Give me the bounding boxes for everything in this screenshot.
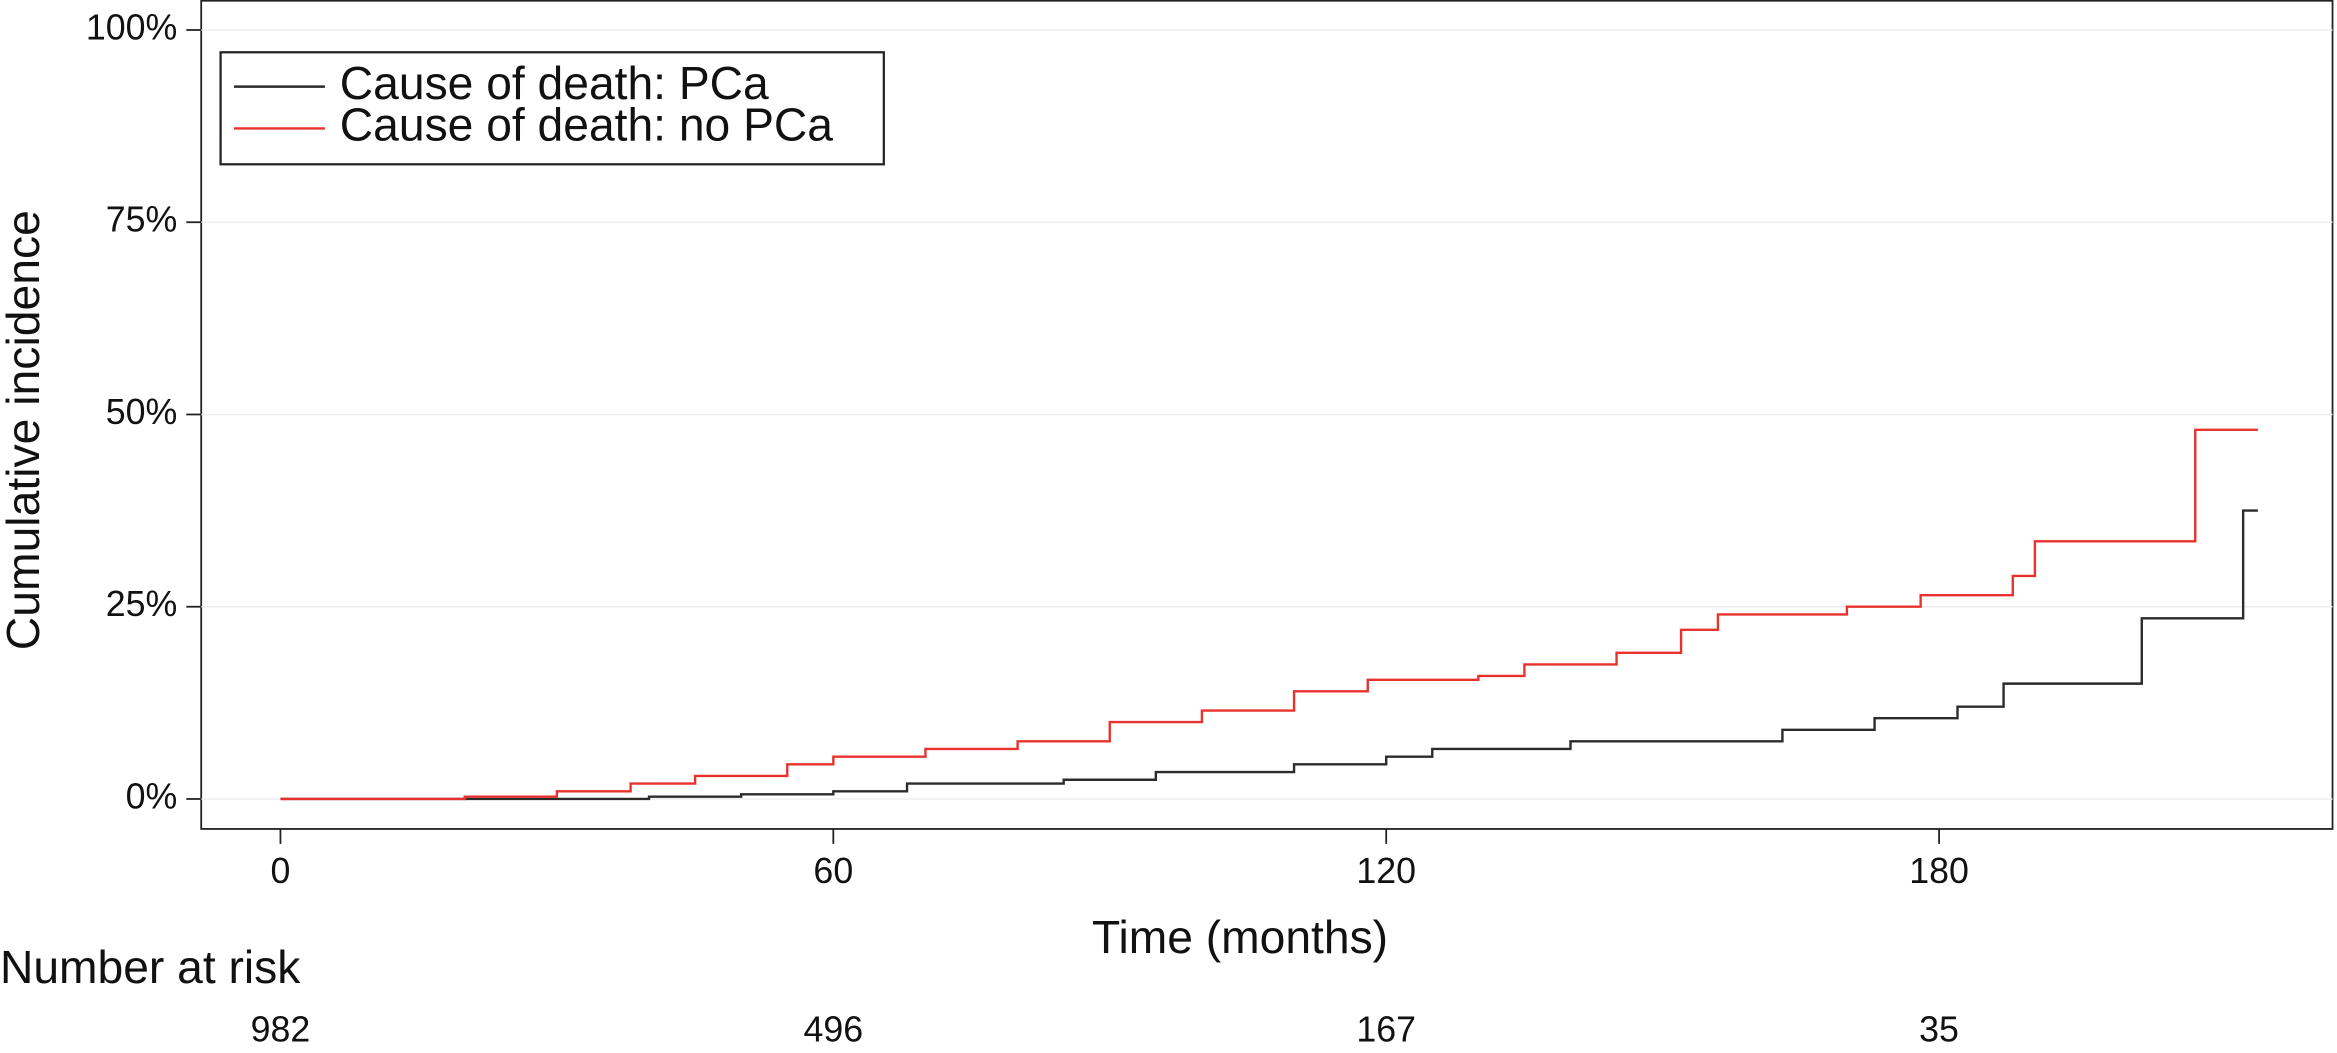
- y-tick-label: 25%: [106, 584, 178, 624]
- x-axis-label: Time (months): [1092, 911, 1388, 963]
- y-tick-label: 0%: [126, 776, 178, 816]
- x-tick-label: 120: [1356, 851, 1416, 891]
- y-tick-label: 75%: [106, 200, 178, 240]
- legend-box: [219, 51, 885, 166]
- x-tick-label: 60: [813, 851, 853, 891]
- y-axis-label: Cumulative incidence: [0, 210, 49, 650]
- x-tick-label: 0: [271, 851, 291, 891]
- risk-value: 982: [251, 1010, 311, 1050]
- y-tick-label: 100%: [86, 7, 177, 47]
- risk-value: 35: [1919, 1010, 1959, 1050]
- step-line: [280, 509, 2258, 801]
- y-tick-label: 50%: [106, 392, 178, 432]
- risk-value: 496: [803, 1010, 863, 1050]
- x-tick-label: 180: [1909, 851, 1969, 891]
- legend-label: Cause of death: PCa: [340, 57, 769, 109]
- legend-label: Cause of death: no PCa: [340, 99, 833, 151]
- risk-value: 167: [1356, 1010, 1416, 1050]
- risk-title: Number at risk: [0, 941, 301, 993]
- step-line: [280, 428, 2258, 801]
